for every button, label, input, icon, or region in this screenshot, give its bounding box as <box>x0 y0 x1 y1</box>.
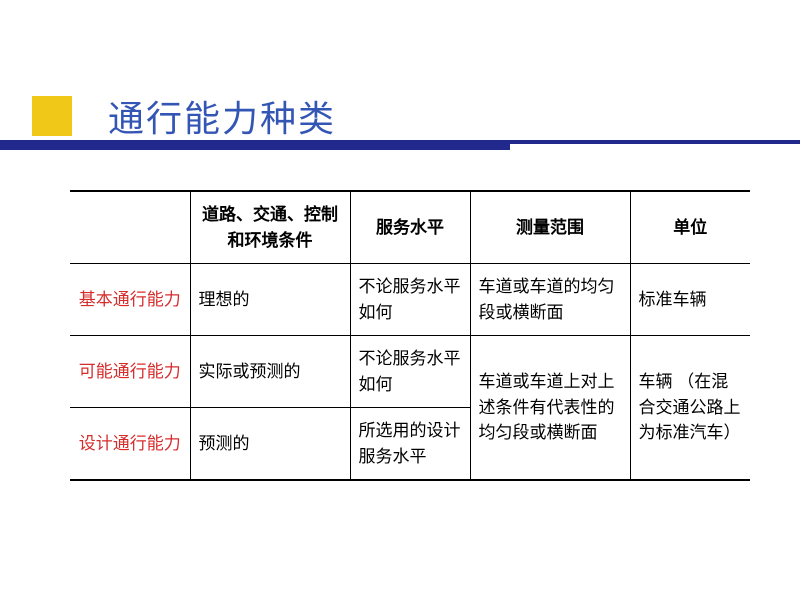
row-label-basic: 基本通行能力 <box>70 264 190 336</box>
row-label-possible: 可能通行能力 <box>70 336 190 408</box>
cell-design-service: 所选用的设计服务水平 <box>350 408 470 481</box>
header-unit: 单位 <box>630 191 750 264</box>
header-conditions: 道路、交通、控制和环境条件 <box>190 191 350 264</box>
capacity-table: 道路、交通、控制和环境条件 服务水平 测量范围 单位 基本通行能力 理想的 不论… <box>70 190 750 481</box>
header-service: 服务水平 <box>350 191 470 264</box>
cell-basic-unit: 标准车辆 <box>630 264 750 336</box>
title-bar-thick <box>0 140 510 150</box>
header-empty <box>70 191 190 264</box>
row-label-design: 设计通行能力 <box>70 408 190 481</box>
cell-merged-range: 车道或车道上对上述条件有代表性的均匀段或横断面 <box>470 336 630 481</box>
cell-possible-service: 不论服务水平如何 <box>350 336 470 408</box>
cell-basic-service: 不论服务水平如何 <box>350 264 470 336</box>
header-range: 测量范围 <box>470 191 630 264</box>
page-title: 通行能力种类 <box>108 90 336 142</box>
accent-square <box>32 96 72 136</box>
cell-merged-unit: 车辆 （在混合交通公路上为标准汽车） <box>630 336 750 481</box>
cell-possible-conditions: 实际或预测的 <box>190 336 350 408</box>
cell-basic-range: 车道或车道的均匀段或横断面 <box>470 264 630 336</box>
cell-basic-conditions: 理想的 <box>190 264 350 336</box>
title-bar-thin <box>510 140 800 144</box>
cell-design-conditions: 预测的 <box>190 408 350 481</box>
